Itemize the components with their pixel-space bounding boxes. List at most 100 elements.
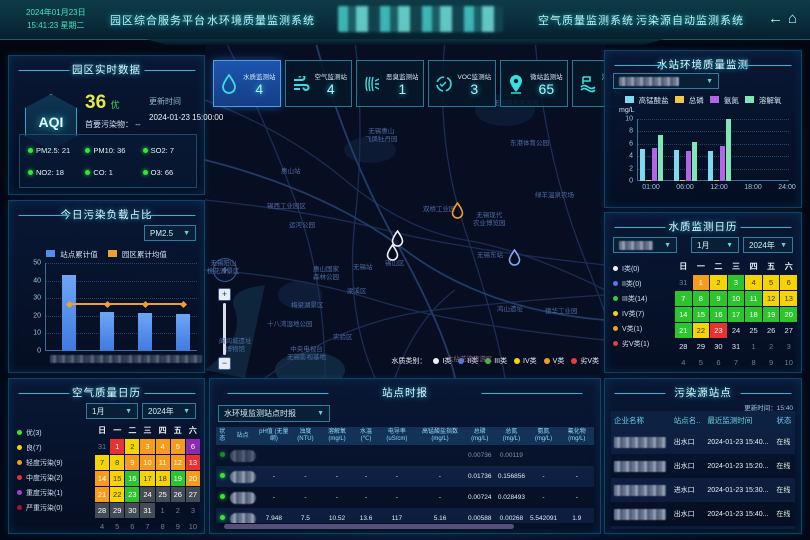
- water-station-marker[interactable]: [451, 201, 464, 219]
- calendar-day[interactable]: 27: [185, 487, 200, 502]
- calendar-day[interactable]: 8: [751, 358, 756, 367]
- calendar-day[interactable]: 4: [745, 275, 762, 290]
- calendar-day[interactable]: 10: [727, 291, 745, 306]
- calendar-day[interactable]: 21: [95, 487, 110, 502]
- station-filter-voc-gauge[interactable]: VOC监测站 3: [427, 60, 497, 107]
- calendar-day[interactable]: 31: [679, 278, 688, 287]
- calendar-day[interactable]: 5: [170, 439, 185, 454]
- calendar-day[interactable]: 5: [115, 522, 120, 531]
- calendar-day[interactable]: 31: [97, 442, 107, 451]
- calendar-day[interactable]: 9: [710, 291, 727, 306]
- calendar-day[interactable]: 28: [95, 503, 110, 518]
- calendar-day[interactable]: 28: [679, 342, 688, 351]
- calendar-day[interactable]: 3: [190, 506, 195, 515]
- calendar-day[interactable]: 10: [140, 455, 155, 470]
- table-row[interactable]: - - - - - -0.01736 0.156856- -: [216, 466, 594, 487]
- year-select[interactable]: 2024年 ▼: [142, 403, 196, 419]
- calendar-day[interactable]: 10: [188, 522, 198, 531]
- calendar-day[interactable]: 16: [710, 307, 727, 322]
- station-filter-water-drop[interactable]: 水质监测站 4: [213, 60, 281, 107]
- month-select[interactable]: 1月 ▼: [691, 237, 739, 253]
- calendar-day[interactable]: 8: [160, 522, 165, 531]
- calendar-day[interactable]: 30: [125, 503, 140, 518]
- zoom-slider[interactable]: [223, 303, 226, 355]
- calendar-day[interactable]: 25: [749, 326, 758, 335]
- calendar-day[interactable]: 6: [716, 358, 721, 367]
- pollution-stations-table[interactable]: 企业名称 站点名.. 最近监测时间 状态 出水口 2024-01-23 15:40... 在…: [611, 411, 795, 529]
- calendar-day[interactable]: 2: [710, 275, 727, 290]
- calendar-day[interactable]: 8: [110, 455, 125, 470]
- map-zoom-control[interactable]: + −: [218, 288, 231, 370]
- station-filter-wind[interactable]: 空气监测站 4: [284, 60, 352, 107]
- calendar-day[interactable]: 25: [155, 487, 170, 502]
- back-arrow-icon[interactable]: ←: [768, 10, 783, 27]
- calendar-day[interactable]: 18: [155, 471, 170, 486]
- calendar-day[interactable]: 26: [766, 326, 776, 335]
- home-icon[interactable]: ⌂: [788, 10, 798, 27]
- calendar-day[interactable]: 2: [769, 342, 774, 351]
- calendar-day[interactable]: 4: [155, 439, 170, 454]
- calendar-day[interactable]: 14: [675, 307, 692, 322]
- calendar-day[interactable]: 16: [125, 471, 140, 486]
- calendar-day[interactable]: 29: [110, 503, 125, 518]
- nav-air-system[interactable]: 空气质量监测系统: [538, 15, 634, 27]
- calendar-day[interactable]: 1: [110, 439, 125, 454]
- calendar-day[interactable]: 7: [95, 455, 110, 470]
- water-station-marker[interactable]: [386, 243, 399, 261]
- station-select[interactable]: ▼: [613, 73, 719, 89]
- calendar-day[interactable]: 13: [780, 291, 797, 306]
- calendar-day[interactable]: 11: [155, 455, 170, 470]
- table-row[interactable]: 出水口 2024-01-23 15:40... 在线: [611, 430, 795, 454]
- calendar-day[interactable]: 26: [170, 487, 185, 502]
- hour-report-table[interactable]: 状态 站点 pH值 (无量纲) 浊度 (NTU) 溶解氧 (mg/L) 水温 (℃) 电导率…: [216, 427, 594, 523]
- calendar-day[interactable]: 30: [714, 342, 723, 351]
- calendar-day[interactable]: 14: [95, 471, 110, 486]
- map-compass-control[interactable]: ✛: [213, 258, 237, 282]
- calendar-day[interactable]: 20: [185, 471, 200, 486]
- calendar-day[interactable]: 3: [786, 342, 791, 351]
- nav-park-platform[interactable]: 园区综合服务平台: [110, 15, 206, 27]
- calendar-day[interactable]: 9: [175, 522, 180, 531]
- calendar-day[interactable]: 9: [769, 358, 774, 367]
- calendar-day[interactable]: 10: [784, 358, 793, 367]
- calendar-day[interactable]: 12: [170, 455, 185, 470]
- table-row[interactable]: 7.948 7.5 10.52 13.6 117 5.16 0.00588 0.00268 5.…: [216, 508, 594, 523]
- calendar-day[interactable]: 17: [727, 307, 745, 322]
- calendar-day[interactable]: 23: [125, 487, 140, 502]
- calendar-day[interactable]: 1: [751, 342, 756, 351]
- table-row[interactable]: - - - - - - 0.00724 0.028493 - -: [216, 487, 594, 508]
- calendar-day[interactable]: 29: [696, 342, 706, 351]
- zoom-out-button[interactable]: −: [218, 357, 231, 370]
- calendar-day[interactable]: 6: [130, 522, 135, 531]
- calendar-day[interactable]: 5: [762, 275, 780, 290]
- calendar-day[interactable]: 22: [692, 323, 710, 338]
- calendar-day[interactable]: 7: [733, 358, 739, 367]
- water-station-marker[interactable]: [508, 248, 521, 266]
- calendar-day[interactable]: 3: [727, 275, 745, 290]
- calendar-day[interactable]: 12: [762, 291, 780, 306]
- station-filter-map-pin[interactable]: 微站监测站 65: [500, 60, 568, 107]
- calendar-day[interactable]: 20: [780, 307, 797, 322]
- year-select[interactable]: 2024年 ▼: [743, 237, 793, 253]
- calendar-day[interactable]: 4: [681, 358, 686, 367]
- calendar-day[interactable]: 15: [692, 307, 710, 322]
- calendar-day[interactable]: 1: [692, 275, 710, 290]
- calendar-day[interactable]: 15: [110, 471, 125, 486]
- calendar-day[interactable]: 31: [140, 503, 155, 518]
- horizontal-scrollbar[interactable]: [224, 524, 514, 529]
- table-row[interactable]: 出水口 2024-01-23 15:20... 在线: [611, 454, 795, 478]
- calendar-day[interactable]: 19: [170, 471, 185, 486]
- calendar-day[interactable]: 24: [140, 487, 155, 502]
- nav-pollution-system[interactable]: 污染源自动监测系统: [636, 15, 744, 27]
- calendar-day[interactable]: 9: [125, 455, 140, 470]
- calendar-day[interactable]: 5: [698, 358, 703, 367]
- month-select[interactable]: 1月 ▼: [86, 403, 138, 419]
- table-row[interactable]: 0.00736 0.00119: [216, 445, 594, 466]
- nav-water-system[interactable]: 水环境质量监测系统: [207, 15, 315, 27]
- calendar-day[interactable]: 6: [185, 439, 200, 454]
- calendar-day[interactable]: 4: [99, 522, 105, 531]
- calendar-day[interactable]: 2: [175, 506, 180, 515]
- calendar-day[interactable]: 22: [110, 487, 125, 502]
- table-row[interactable]: 出水口 2024-01-23 15:40... 在线: [611, 502, 795, 526]
- calendar-day[interactable]: 18: [745, 307, 762, 322]
